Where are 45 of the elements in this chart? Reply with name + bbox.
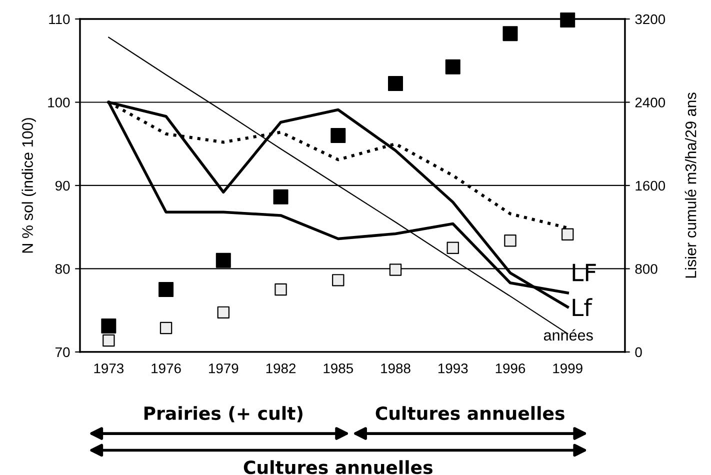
x-tick-label: 1973 xyxy=(94,363,124,374)
x-tick-label: 1988 xyxy=(381,363,410,374)
text: Prairies (+ cult) xyxy=(144,406,302,422)
point xyxy=(101,318,116,334)
y-tick-label: 80 xyxy=(55,264,70,274)
point xyxy=(446,242,459,254)
x-tick-label: 1979 xyxy=(209,363,238,374)
y-tick-label: 100 xyxy=(48,98,70,108)
point xyxy=(504,234,516,247)
series-label: LF xyxy=(572,264,596,282)
x-tick-label: 1976 xyxy=(152,363,181,374)
y2-axis-title: Lisier cumulé m3/ha/29 ans xyxy=(684,92,696,278)
x-tick-label: 1993 xyxy=(438,363,468,374)
series-label: Lf xyxy=(572,298,592,316)
x-tick-label: 1982 xyxy=(266,363,296,374)
point xyxy=(389,264,402,276)
text: Cultures annuelles xyxy=(244,460,432,474)
point xyxy=(102,334,115,347)
y2-tick-label: 800 xyxy=(635,264,658,274)
x-tick-label: 1999 xyxy=(553,363,582,374)
point xyxy=(561,228,574,241)
point xyxy=(274,283,287,296)
y-tick-label: 90 xyxy=(55,180,70,191)
point xyxy=(273,189,288,204)
y-tick-label: 70 xyxy=(56,347,70,358)
point xyxy=(330,128,346,144)
x-tick-label: 1985 xyxy=(324,363,354,374)
point xyxy=(217,306,230,319)
point xyxy=(388,76,403,92)
y-tick-label: 110 xyxy=(49,14,70,24)
point xyxy=(216,252,231,268)
point xyxy=(160,322,172,334)
y2-tick-label: 2400 xyxy=(635,98,666,108)
point xyxy=(332,274,344,286)
point xyxy=(502,26,518,42)
annotation: années xyxy=(544,329,593,341)
text: Cultures annuelles xyxy=(376,406,564,420)
y2-tick-label: 0 xyxy=(635,347,642,358)
point xyxy=(445,59,460,74)
y-axis-title: N % sol (indice 100) xyxy=(22,118,36,253)
y2-tick-label: 1600 xyxy=(636,180,666,191)
x-tick-label: 1996 xyxy=(496,363,526,374)
point xyxy=(158,282,174,298)
point xyxy=(560,12,576,28)
y2-tick-label: 3200 xyxy=(635,14,666,24)
